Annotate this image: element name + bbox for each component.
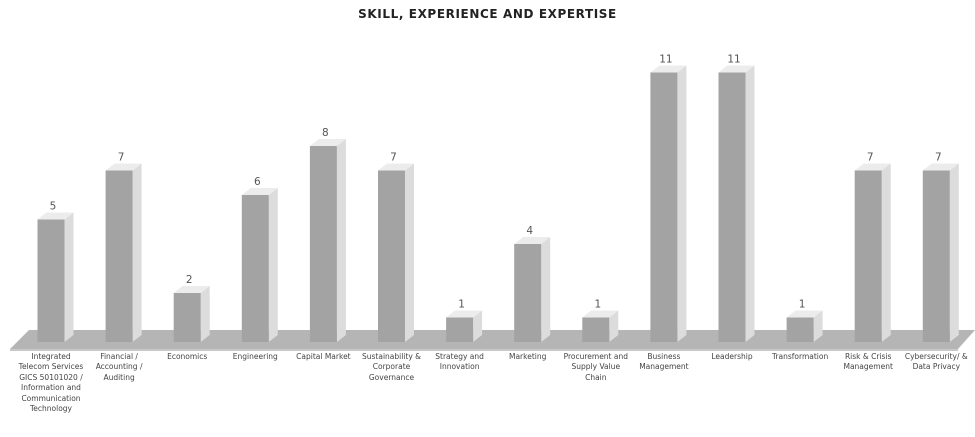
x-tick-label: Strategy and Innovation [435,352,484,372]
bar-side [949,163,959,342]
bar-side [745,65,755,342]
bar-front [37,219,65,342]
data-label: 6 [254,176,261,188]
bar-side [881,163,891,342]
bar [650,65,687,342]
bar-side [336,139,346,342]
bar [514,237,551,342]
chart-title: SKILL, EXPERIENCE AND EXPERTISE [358,7,617,21]
bar-side [268,188,278,342]
bar [446,310,483,342]
x-tick-label: Integrated Telecom Services GICS 5010102… [18,352,84,414]
bar-front [309,146,337,342]
bar-top [582,310,619,318]
data-label: 1 [799,299,806,311]
x-tick-label: Economics [167,352,208,361]
data-label: 7 [935,152,942,164]
bar-top [514,237,551,244]
data-label: 4 [526,225,533,237]
bar-top [173,286,210,293]
data-label: 8 [322,127,329,139]
bar-side [64,212,74,342]
x-tick-label: Cybersecurity/ & Data Privacy [904,352,968,372]
bar [922,163,959,342]
x-tick-label: Engineering [232,352,278,361]
bar-side [405,163,414,342]
bar-front [105,170,133,342]
bar-front [378,170,405,342]
bar-front [446,317,474,342]
bar [173,286,210,342]
bar [241,188,278,342]
bar [582,310,619,342]
data-label: 11 [659,54,672,66]
bar-side [609,310,619,342]
bar-side [132,163,142,342]
data-label: 5 [50,201,57,213]
floor-top [10,330,975,349]
bar-front [854,170,882,342]
bar-front [650,72,678,342]
bar-top [309,139,346,146]
data-label: 1 [594,299,601,311]
bar [37,212,74,342]
bar-front [718,72,746,342]
bar-top [854,163,891,171]
chart-floor [10,330,975,351]
bar-top [378,163,414,171]
bar [854,163,891,342]
bar-top [241,188,278,195]
data-label: 7 [390,152,397,164]
x-tick-label: Marketing [508,352,547,361]
bar [378,163,414,342]
x-tick-label: Risk & Crisis Management [843,352,893,372]
x-tick-label: Leadership [711,352,753,361]
bar-side [677,65,687,342]
bar-top [37,212,74,220]
bar-top [650,65,687,73]
floor-edge [10,349,958,351]
data-label: 7 [118,152,125,164]
bar-top [105,163,142,171]
bar-front [582,317,610,342]
bars-group [37,65,959,342]
bar-front [786,317,814,342]
bar [786,310,823,342]
bar [309,139,346,342]
bar-front [173,293,201,342]
bar-top [922,163,959,171]
bar [105,163,142,342]
x-tick-label: Financial / Accounting / Auditing [95,352,143,382]
x-tick-label: Transformation [771,352,829,361]
bar-side [473,310,483,342]
data-label: 11 [727,54,740,66]
data-label: 1 [458,299,465,311]
bar-side [541,237,551,342]
bar-top [718,65,755,73]
bar-front [241,195,269,342]
x-tick-label: Capital Market [296,352,351,361]
bar [718,65,755,342]
bar-side [200,286,210,342]
bar-front [514,244,542,342]
x-tick-label: Sustainability & Corporate Governance [361,352,421,382]
bar-front [922,170,950,342]
x-tick-label: Business Management [639,352,689,372]
bar-top [786,310,823,318]
data-label: 2 [186,274,193,286]
data-label: 7 [867,152,874,164]
x-tick-label: Procurement and Supply Value Chain [563,352,628,382]
bar-side [813,310,823,342]
bar-top [446,310,483,318]
